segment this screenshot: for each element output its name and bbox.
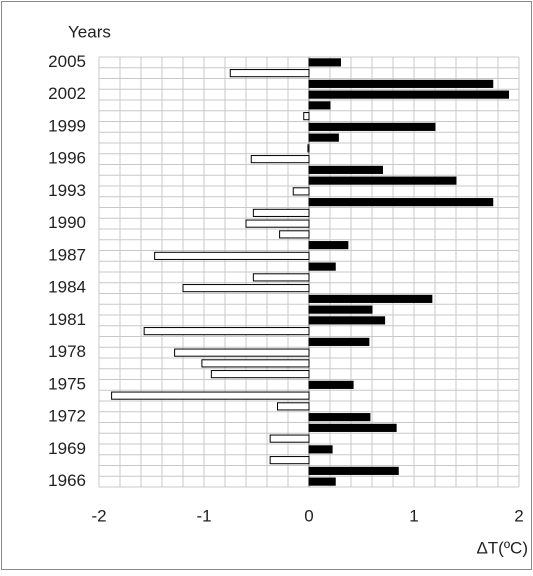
y-tick-label: 1966 bbox=[48, 471, 86, 490]
bar bbox=[308, 337, 370, 346]
bar bbox=[308, 101, 331, 110]
bar bbox=[303, 112, 310, 121]
x-axis-label: ΔT(ºC) bbox=[476, 538, 528, 557]
bar bbox=[308, 294, 433, 303]
x-tick-label: 1 bbox=[409, 506, 418, 525]
y-tick-label: 1993 bbox=[48, 181, 86, 200]
bar bbox=[250, 155, 310, 164]
bar bbox=[308, 316, 386, 325]
x-tick-label: -2 bbox=[91, 506, 106, 525]
bar bbox=[174, 348, 310, 357]
bar bbox=[269, 434, 310, 443]
y-tick-label: 2005 bbox=[48, 52, 86, 71]
bar bbox=[269, 456, 310, 465]
bar bbox=[308, 241, 349, 250]
bar bbox=[308, 445, 333, 454]
bar bbox=[308, 79, 494, 88]
y-tick-label: 1969 bbox=[48, 439, 86, 458]
bar bbox=[308, 413, 371, 422]
bar bbox=[307, 144, 310, 153]
x-tick-label: 0 bbox=[304, 506, 313, 525]
bar bbox=[252, 273, 310, 282]
y-axis-label: Years bbox=[68, 22, 111, 41]
y-tick-label: 1990 bbox=[48, 213, 86, 232]
y-tick-label: 1987 bbox=[48, 245, 86, 264]
bar bbox=[308, 133, 339, 142]
y-tick-label: 1999 bbox=[48, 116, 86, 135]
bar bbox=[292, 187, 310, 196]
bar bbox=[201, 359, 310, 368]
bar bbox=[308, 423, 397, 432]
bar bbox=[308, 198, 494, 207]
bar bbox=[277, 402, 310, 411]
bar bbox=[154, 251, 310, 260]
bar bbox=[279, 230, 310, 239]
y-tick-label: 1981 bbox=[48, 310, 86, 329]
bar bbox=[308, 477, 336, 486]
bar bbox=[245, 219, 310, 228]
bar bbox=[308, 58, 341, 67]
y-tick-label: 1984 bbox=[48, 278, 86, 297]
bar bbox=[308, 90, 509, 99]
bar bbox=[252, 208, 310, 217]
bar bbox=[308, 262, 336, 271]
bar bbox=[308, 122, 436, 131]
y-tick-label: 1978 bbox=[48, 342, 86, 361]
x-tick-label: 2 bbox=[514, 506, 523, 525]
bar bbox=[308, 176, 457, 185]
bar bbox=[308, 165, 383, 174]
y-tick-label: 1972 bbox=[48, 407, 86, 426]
bar bbox=[111, 391, 310, 400]
bar bbox=[143, 327, 310, 336]
bar bbox=[210, 370, 310, 379]
bar bbox=[229, 69, 310, 78]
bar bbox=[308, 305, 373, 314]
y-tick-label: 1975 bbox=[48, 374, 86, 393]
bar bbox=[308, 466, 399, 475]
x-tick-label: -1 bbox=[196, 506, 211, 525]
bar bbox=[182, 284, 310, 293]
y-tick-label: 1996 bbox=[48, 149, 86, 168]
y-tick-label: 2002 bbox=[48, 84, 86, 103]
bar bbox=[308, 380, 354, 389]
